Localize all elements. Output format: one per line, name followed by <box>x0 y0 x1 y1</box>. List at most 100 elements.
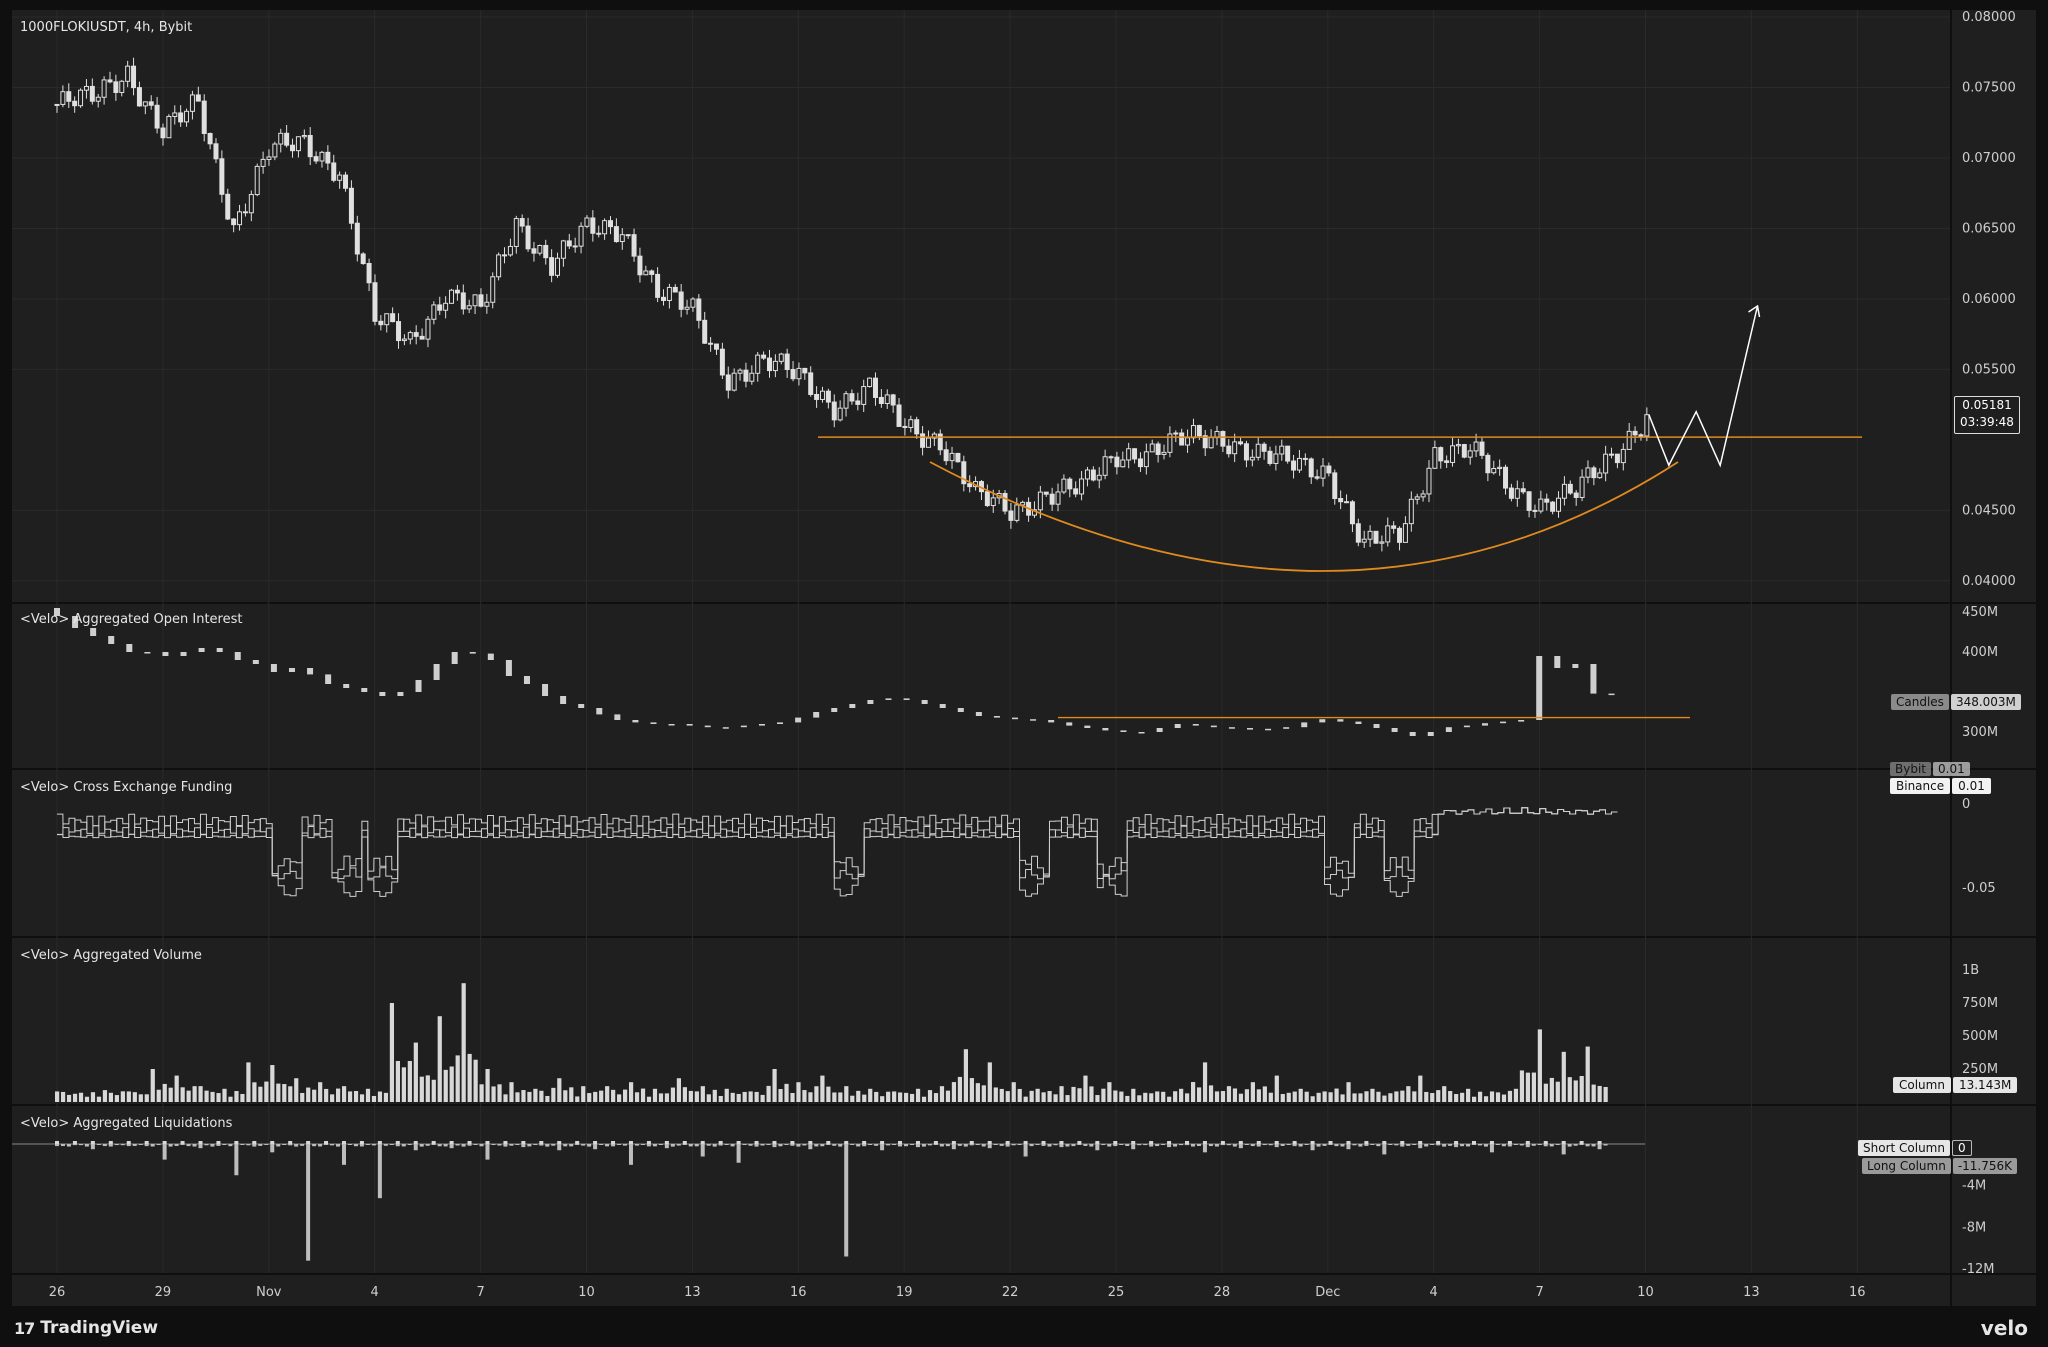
liq-long-bar <box>563 1144 568 1147</box>
liq-long-bar <box>150 1144 155 1147</box>
volume-bar <box>1041 1092 1046 1102</box>
liq-long-bar <box>1424 1144 1429 1147</box>
volume-bar <box>66 1094 72 1102</box>
volume-bar <box>658 1093 664 1102</box>
liq-long-bar <box>1412 1144 1417 1145</box>
volume-bar <box>467 1053 472 1102</box>
volume-bar <box>1173 1091 1178 1102</box>
volume-bar <box>1597 1085 1602 1102</box>
candle-body <box>1532 509 1538 512</box>
liq-long-bar <box>162 1144 167 1160</box>
volume-bar <box>1394 1091 1399 1102</box>
liq-long-bar <box>999 1144 1004 1146</box>
volume-bar <box>1190 1082 1196 1102</box>
candle-body <box>949 452 955 462</box>
volume-bar <box>1143 1092 1148 1102</box>
liq-long-bar <box>222 1144 227 1145</box>
candle-body <box>1267 450 1273 464</box>
candle-body <box>884 394 890 404</box>
liq-long-bar <box>318 1144 323 1147</box>
liq-short-bar <box>826 1141 831 1144</box>
volume-bar <box>796 1082 801 1102</box>
volume-pane-title: <Velo> Aggregated Volume <box>20 948 202 963</box>
liq-short-bar <box>108 1141 113 1144</box>
liq-long-bar <box>246 1144 251 1146</box>
candle-body <box>637 255 643 276</box>
liq-short-bar <box>915 1141 920 1144</box>
candle-body <box>731 372 737 391</box>
oi-candle <box>1265 728 1272 731</box>
candle-body <box>537 244 543 254</box>
liq-short-bar <box>521 1141 526 1144</box>
candle-body <box>725 374 731 391</box>
volume-bar <box>1196 1087 1202 1102</box>
candle-body <box>1573 492 1579 498</box>
liq-long-bar <box>915 1144 920 1148</box>
oi-candle <box>198 648 205 652</box>
liq-long-bar <box>1107 1144 1112 1147</box>
candle-body <box>743 369 749 382</box>
candle-body <box>784 353 790 370</box>
candle-body <box>631 234 637 257</box>
liq-long-bar <box>712 1144 717 1147</box>
candle-body <box>225 193 231 220</box>
liq-long-bar <box>664 1144 669 1149</box>
tradingview-logo[interactable]: 17 TradingView <box>14 1318 158 1338</box>
volume-bar <box>413 1042 418 1102</box>
liq-long-bar <box>1543 1144 1548 1147</box>
liq-long-bar <box>1364 1144 1369 1146</box>
liq-long-bar <box>963 1144 968 1147</box>
liq-long-bar <box>1466 1144 1471 1147</box>
oi-candle <box>1337 719 1344 722</box>
candle-body <box>766 357 772 372</box>
liq-long-bar <box>312 1144 317 1147</box>
volume-bar <box>611 1089 616 1102</box>
oi-candle <box>1247 728 1254 730</box>
candle-body <box>337 174 343 181</box>
candle-body <box>1626 430 1632 450</box>
liq-long-bar <box>921 1144 926 1147</box>
candle-body <box>513 218 519 247</box>
volume-bar <box>1268 1092 1273 1102</box>
liq-long-bar <box>479 1144 484 1147</box>
candle-body <box>195 94 201 102</box>
liq-short-bar <box>180 1141 185 1144</box>
oi-candle <box>361 688 368 692</box>
volume-bar <box>78 1092 84 1102</box>
oi-candle <box>975 712 982 716</box>
oi-candle <box>542 684 549 696</box>
candle-body <box>778 353 784 362</box>
candle-body <box>413 332 419 337</box>
liq-short-bar <box>1274 1141 1279 1144</box>
time-axis-label: 13 <box>684 1285 701 1300</box>
liq-long-bar <box>1226 1144 1231 1146</box>
volume-bar <box>1202 1062 1208 1102</box>
liq-long-bar <box>138 1144 143 1145</box>
volume-bar <box>270 1065 275 1102</box>
volume-bar <box>1466 1088 1471 1102</box>
liq-long-bar <box>1065 1144 1070 1147</box>
volume-bar <box>96 1096 102 1102</box>
candle-body <box>1326 465 1332 474</box>
candle-body <box>131 65 137 89</box>
candle-body <box>384 313 390 326</box>
candle-body <box>490 276 496 303</box>
liq-short-bar <box>198 1141 203 1144</box>
liq-long-bar <box>628 1144 633 1165</box>
volume-bar <box>371 1095 377 1102</box>
candle-body <box>1120 459 1126 468</box>
volume-bar <box>306 1087 311 1102</box>
liq-long-bar <box>1059 1144 1064 1148</box>
liq-long-bar <box>96 1144 101 1145</box>
liq-long-bar <box>431 1144 436 1145</box>
candle-body <box>572 245 578 248</box>
volume-bar <box>1256 1089 1261 1102</box>
candle-body <box>1020 501 1026 506</box>
liq-long-bar <box>473 1144 478 1145</box>
volume-bar <box>312 1089 317 1102</box>
liq-short-bar <box>539 1141 544 1144</box>
candle-body <box>719 348 725 376</box>
liq-short-bar <box>1597 1141 1602 1144</box>
candle-body <box>1438 447 1444 462</box>
